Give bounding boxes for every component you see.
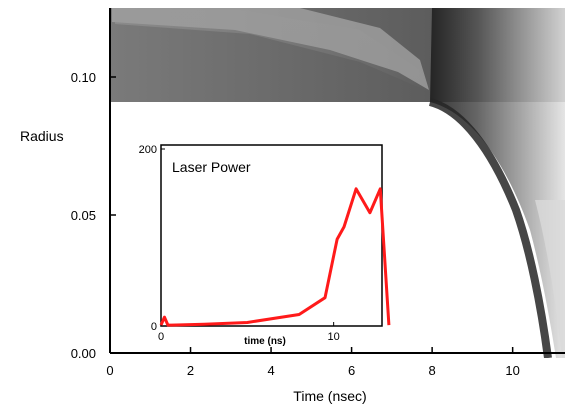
x-axis-title: Time (nsec) [293,388,366,404]
inset-y-tick-label: 200 [139,144,157,156]
inset-x-axis-title: time (ns) [244,336,286,347]
x-tick-label: 2 [187,363,194,378]
inset-title: Laser Power [172,159,251,175]
x-tick-label: 10 [505,363,519,378]
heatmap-layer [110,8,565,358]
inset-x-tick-label: 10 [328,331,340,343]
y-tick-label: 0.00 [71,346,96,361]
y-axis-title: Radius [20,128,64,144]
light-halo [535,200,565,358]
inset-frame [160,144,383,327]
x-tick-label: 0 [106,363,113,378]
y-tick-label: 0.05 [71,208,96,223]
y-tick-label: 0.10 [71,70,96,85]
dark-front-edge [428,98,552,358]
inset-x-tick-label: 0 [158,331,164,343]
inset-y-tick-label: 0 [151,321,157,333]
upper-sheen [115,10,430,92]
ablation-gradient-band [430,8,565,358]
main-axes: 0 2 4 6 8 10 0.00 0.05 0.10 Time (nsec) Radius [20,8,565,404]
x-tick-label: 6 [348,363,355,378]
x-tick-label: 8 [429,363,436,378]
laser-power-series-line [159,187,391,327]
x-tick-label: 4 [267,363,274,378]
